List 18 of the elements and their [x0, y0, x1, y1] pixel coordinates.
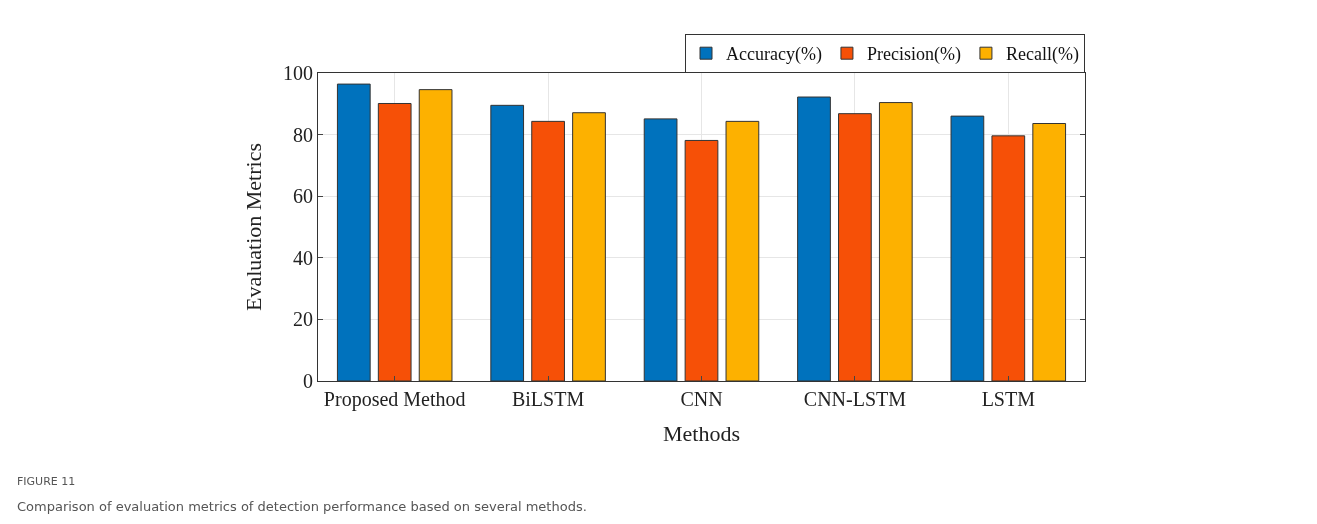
text: Comparison of evaluation metrics of detection performance based on several methods.: [17, 499, 587, 514]
legend-label: Recall(%): [1005, 44, 1079, 66]
x-axis-title: Methods: [663, 420, 740, 446]
x-tick-label: CNN: [680, 388, 723, 410]
x-tick-label: BiLSTM: [511, 388, 585, 410]
x-tick-label: LSTM: [981, 388, 1036, 410]
y-tick-label: 20: [293, 308, 313, 331]
x-tick-label: CNN-LSTM: [803, 388, 907, 410]
y-tick-label: 60: [293, 185, 313, 208]
y-tick-label: 80: [293, 123, 313, 146]
y-axis-title: Evaluation Metrics: [240, 142, 266, 312]
y-tick-label: 100: [283, 62, 313, 84]
y-tick-label: 40: [293, 246, 313, 269]
x-tick-label: Proposed Method: [323, 388, 466, 411]
legend-label: Accuracy(%): [726, 44, 822, 66]
y-tick-label: 0: [303, 370, 313, 392]
caption: FIGURE 11: [17, 475, 76, 488]
legend-label: Precision(%): [866, 44, 961, 66]
